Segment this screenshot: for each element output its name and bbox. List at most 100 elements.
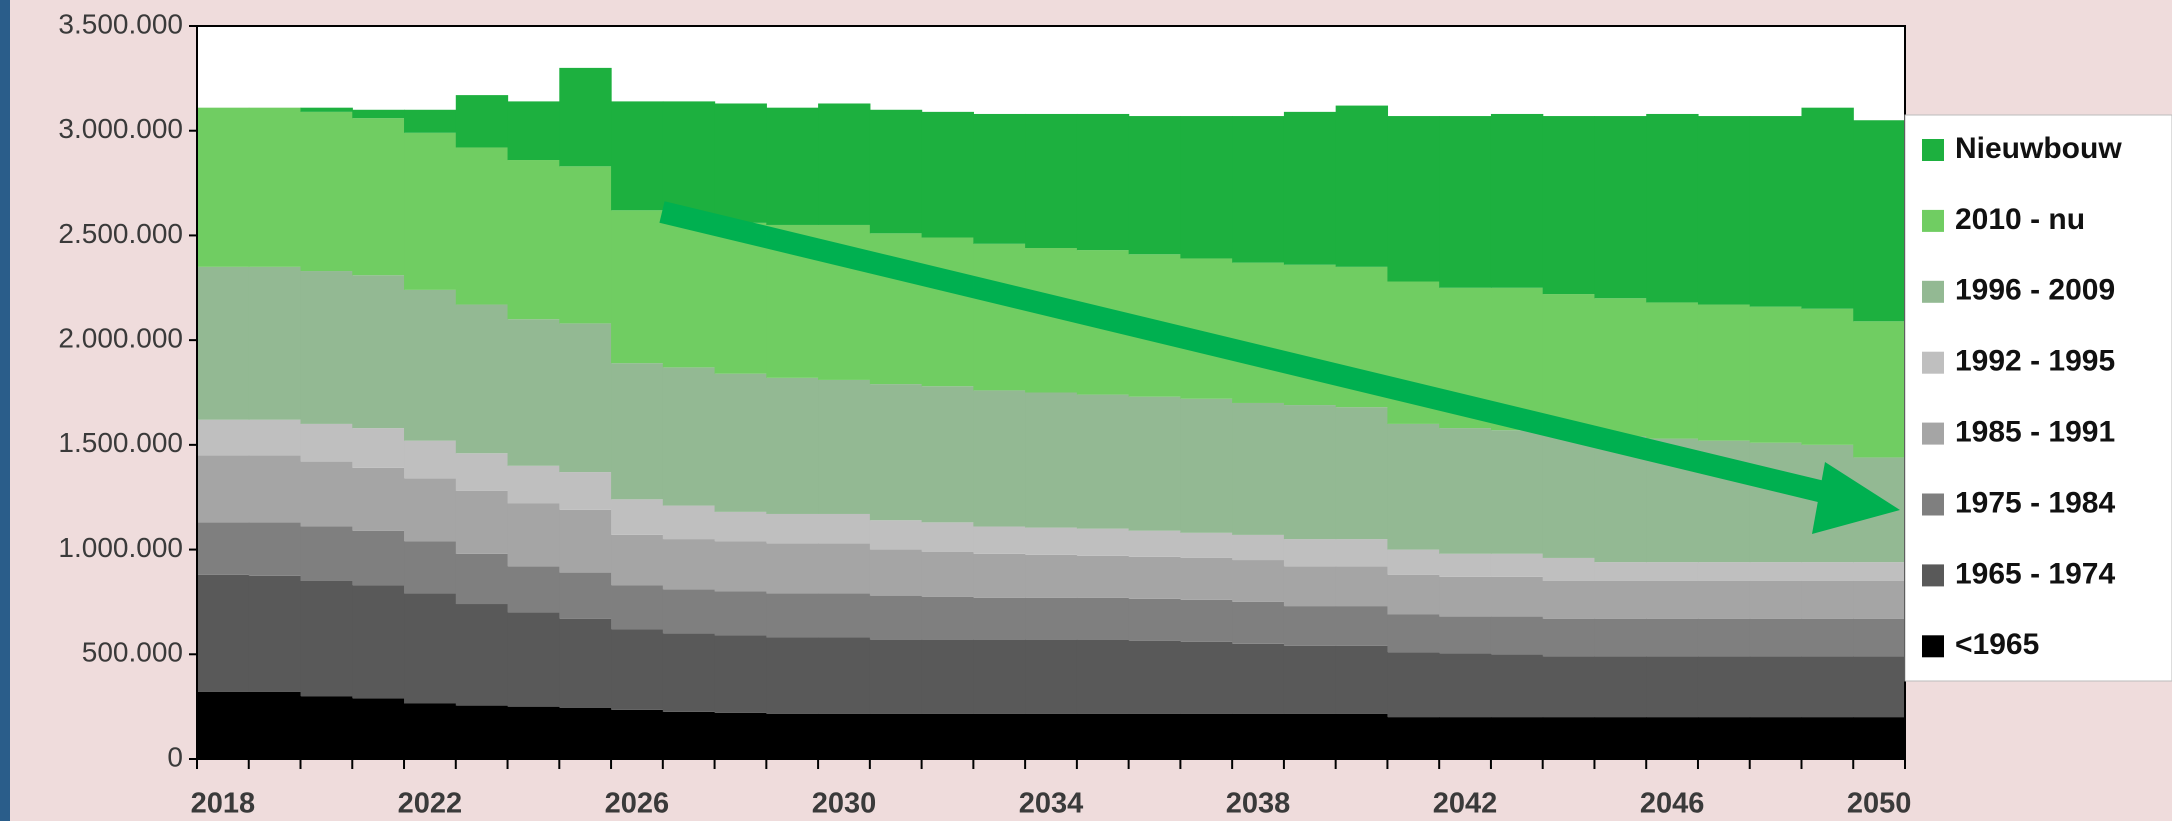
area-step	[1801, 562, 1853, 581]
legend-swatch	[1922, 635, 1944, 657]
area-step	[1594, 116, 1646, 298]
area-step	[508, 101, 560, 160]
area-step	[922, 522, 974, 551]
area-step	[559, 573, 611, 619]
area-step	[922, 597, 974, 640]
area-step	[301, 527, 353, 581]
area-step	[1543, 294, 1595, 434]
x-tick-label: 2030	[812, 788, 877, 820]
x-tick-label: 2042	[1433, 788, 1498, 820]
y-tick-label: 2.500.000	[58, 218, 183, 249]
area-step	[1439, 116, 1491, 288]
area-step	[249, 576, 301, 692]
area-step	[301, 112, 353, 271]
legend-swatch	[1922, 494, 1944, 516]
area-step	[922, 714, 974, 759]
area-step	[1853, 717, 1905, 759]
area-step	[1077, 395, 1129, 529]
area-step	[766, 594, 818, 638]
area-step	[1698, 305, 1750, 441]
area-step	[1077, 714, 1129, 759]
area-step	[611, 535, 663, 585]
area-step	[1336, 714, 1388, 759]
legend-label: 1985 - 1991	[1955, 416, 2115, 449]
area-step	[1594, 619, 1646, 657]
x-tick-label: 2034	[1019, 788, 1084, 820]
area-step	[456, 554, 508, 604]
area-step	[766, 378, 818, 514]
area-step	[1594, 298, 1646, 436]
area-step	[1543, 717, 1595, 759]
area-step	[1698, 562, 1750, 581]
area-step	[922, 640, 974, 714]
legend-swatch	[1922, 281, 1944, 303]
area-step	[197, 575, 249, 692]
area-step	[1284, 714, 1336, 759]
area-step	[1284, 606, 1336, 646]
area-step	[352, 531, 404, 585]
area-step	[1077, 114, 1129, 250]
legend-label: <1965	[1955, 628, 2039, 661]
area-step	[1025, 714, 1077, 759]
area-step	[1853, 120, 1905, 321]
area-step	[1543, 434, 1595, 558]
area-step	[352, 468, 404, 531]
area-step	[1077, 529, 1129, 556]
area-step	[1232, 602, 1284, 644]
area-step	[663, 633, 715, 712]
area-step	[1180, 399, 1232, 533]
area-step	[715, 512, 767, 541]
area-step	[1025, 114, 1077, 248]
area-step	[352, 698, 404, 759]
area-step	[973, 390, 1025, 526]
area-step	[1387, 614, 1439, 652]
x-tick-label: 2026	[605, 788, 670, 820]
area-step	[715, 541, 767, 591]
area-step	[1284, 405, 1336, 539]
area-step	[1594, 656, 1646, 717]
area-step	[1180, 533, 1232, 558]
area-step	[1025, 598, 1077, 640]
area-step	[1750, 619, 1802, 657]
area-step	[1594, 562, 1646, 581]
marks	[197, 68, 1906, 759]
area-step	[249, 420, 301, 456]
area-step	[1750, 116, 1802, 307]
area-step	[1025, 393, 1077, 528]
area-step	[1129, 599, 1181, 641]
area-step	[1853, 562, 1905, 581]
area-step	[818, 103, 870, 224]
area-step	[611, 101, 663, 210]
area-step	[559, 323, 611, 472]
area-step	[249, 108, 301, 267]
area-step	[922, 112, 974, 238]
area-step	[1129, 557, 1181, 599]
area-step	[197, 522, 249, 574]
area-step	[715, 591, 767, 635]
area-step	[1750, 717, 1802, 759]
area-step	[663, 219, 715, 368]
area-step	[404, 541, 456, 593]
area-step	[1336, 566, 1388, 606]
area-step	[456, 95, 508, 147]
area-step	[1853, 581, 1905, 619]
legend-box	[1905, 115, 2172, 681]
area-step	[1180, 642, 1232, 714]
area-step	[1387, 550, 1439, 575]
area-step	[973, 114, 1025, 244]
area-step	[249, 455, 301, 522]
area-step	[1336, 606, 1388, 646]
area-step	[1543, 656, 1595, 717]
y-tick-label: 3.000.000	[58, 113, 183, 144]
area-step	[508, 466, 560, 504]
area-step	[1698, 581, 1750, 619]
area-step	[973, 527, 1025, 554]
area-step	[818, 380, 870, 514]
area-step	[818, 638, 870, 714]
x-tick-label: 2046	[1640, 788, 1705, 820]
area-step	[1801, 656, 1853, 717]
x-tick-label: 2022	[398, 788, 463, 820]
left-edge	[0, 0, 10, 821]
area-step	[1646, 581, 1698, 619]
area-step	[301, 696, 353, 759]
